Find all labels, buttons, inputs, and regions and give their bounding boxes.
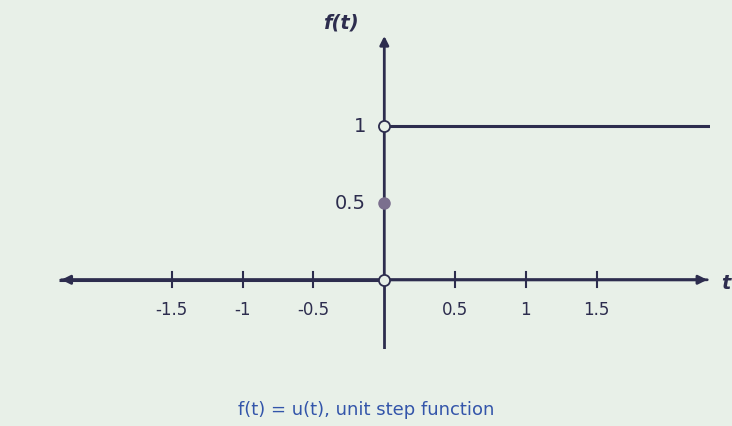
Text: 1.5: 1.5	[583, 300, 610, 318]
Text: t: t	[721, 274, 731, 293]
Text: f(t): f(t)	[324, 14, 359, 32]
Text: -1: -1	[234, 300, 251, 318]
Text: f(t) = u(t), unit step function: f(t) = u(t), unit step function	[238, 400, 494, 418]
Text: 1: 1	[354, 117, 366, 136]
Text: 0.5: 0.5	[335, 194, 366, 213]
Text: -0.5: -0.5	[297, 300, 329, 318]
Text: 0.5: 0.5	[442, 300, 468, 318]
Text: -1.5: -1.5	[156, 300, 188, 318]
Text: 1: 1	[520, 300, 531, 318]
